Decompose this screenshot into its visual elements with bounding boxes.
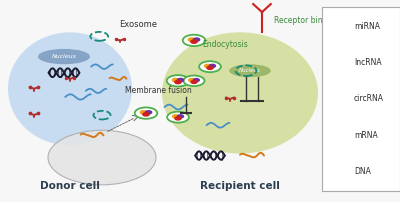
- Circle shape: [204, 64, 211, 67]
- Circle shape: [188, 38, 195, 41]
- Circle shape: [48, 130, 156, 185]
- Circle shape: [175, 80, 181, 84]
- Text: Donor cell: Donor cell: [40, 181, 100, 191]
- Circle shape: [177, 115, 184, 118]
- Circle shape: [175, 117, 181, 120]
- Circle shape: [193, 38, 200, 41]
- Circle shape: [140, 111, 147, 114]
- Circle shape: [172, 115, 179, 118]
- Circle shape: [191, 40, 197, 43]
- Circle shape: [199, 61, 221, 72]
- Ellipse shape: [8, 32, 132, 145]
- Text: Nucleus: Nucleus: [52, 54, 76, 59]
- Circle shape: [183, 35, 205, 46]
- Text: Endocytosis: Endocytosis: [202, 40, 248, 49]
- Text: miRNA: miRNA: [354, 22, 380, 31]
- Circle shape: [145, 111, 152, 114]
- Circle shape: [191, 81, 197, 83]
- Circle shape: [167, 75, 189, 86]
- FancyBboxPatch shape: [322, 7, 400, 191]
- Circle shape: [143, 113, 149, 116]
- Text: Membrane fusion: Membrane fusion: [125, 86, 191, 95]
- Text: lncRNA: lncRNA: [354, 58, 382, 67]
- Text: Receptor binding: Receptor binding: [274, 16, 340, 25]
- Text: circRNA: circRNA: [354, 95, 384, 103]
- Text: Exosome: Exosome: [119, 20, 157, 29]
- Circle shape: [194, 79, 199, 82]
- Circle shape: [172, 78, 179, 82]
- Text: Recipient cell: Recipient cell: [200, 181, 280, 191]
- Circle shape: [177, 78, 184, 82]
- Circle shape: [189, 79, 194, 82]
- Ellipse shape: [38, 49, 90, 64]
- Text: DNA: DNA: [354, 167, 371, 176]
- Circle shape: [167, 112, 189, 123]
- Circle shape: [209, 64, 216, 67]
- Text: mRNA: mRNA: [354, 131, 378, 140]
- Circle shape: [184, 76, 204, 86]
- Text: Nucleus: Nucleus: [239, 68, 261, 73]
- Ellipse shape: [229, 64, 271, 77]
- Circle shape: [207, 66, 213, 69]
- Ellipse shape: [162, 32, 318, 154]
- Circle shape: [135, 107, 157, 119]
